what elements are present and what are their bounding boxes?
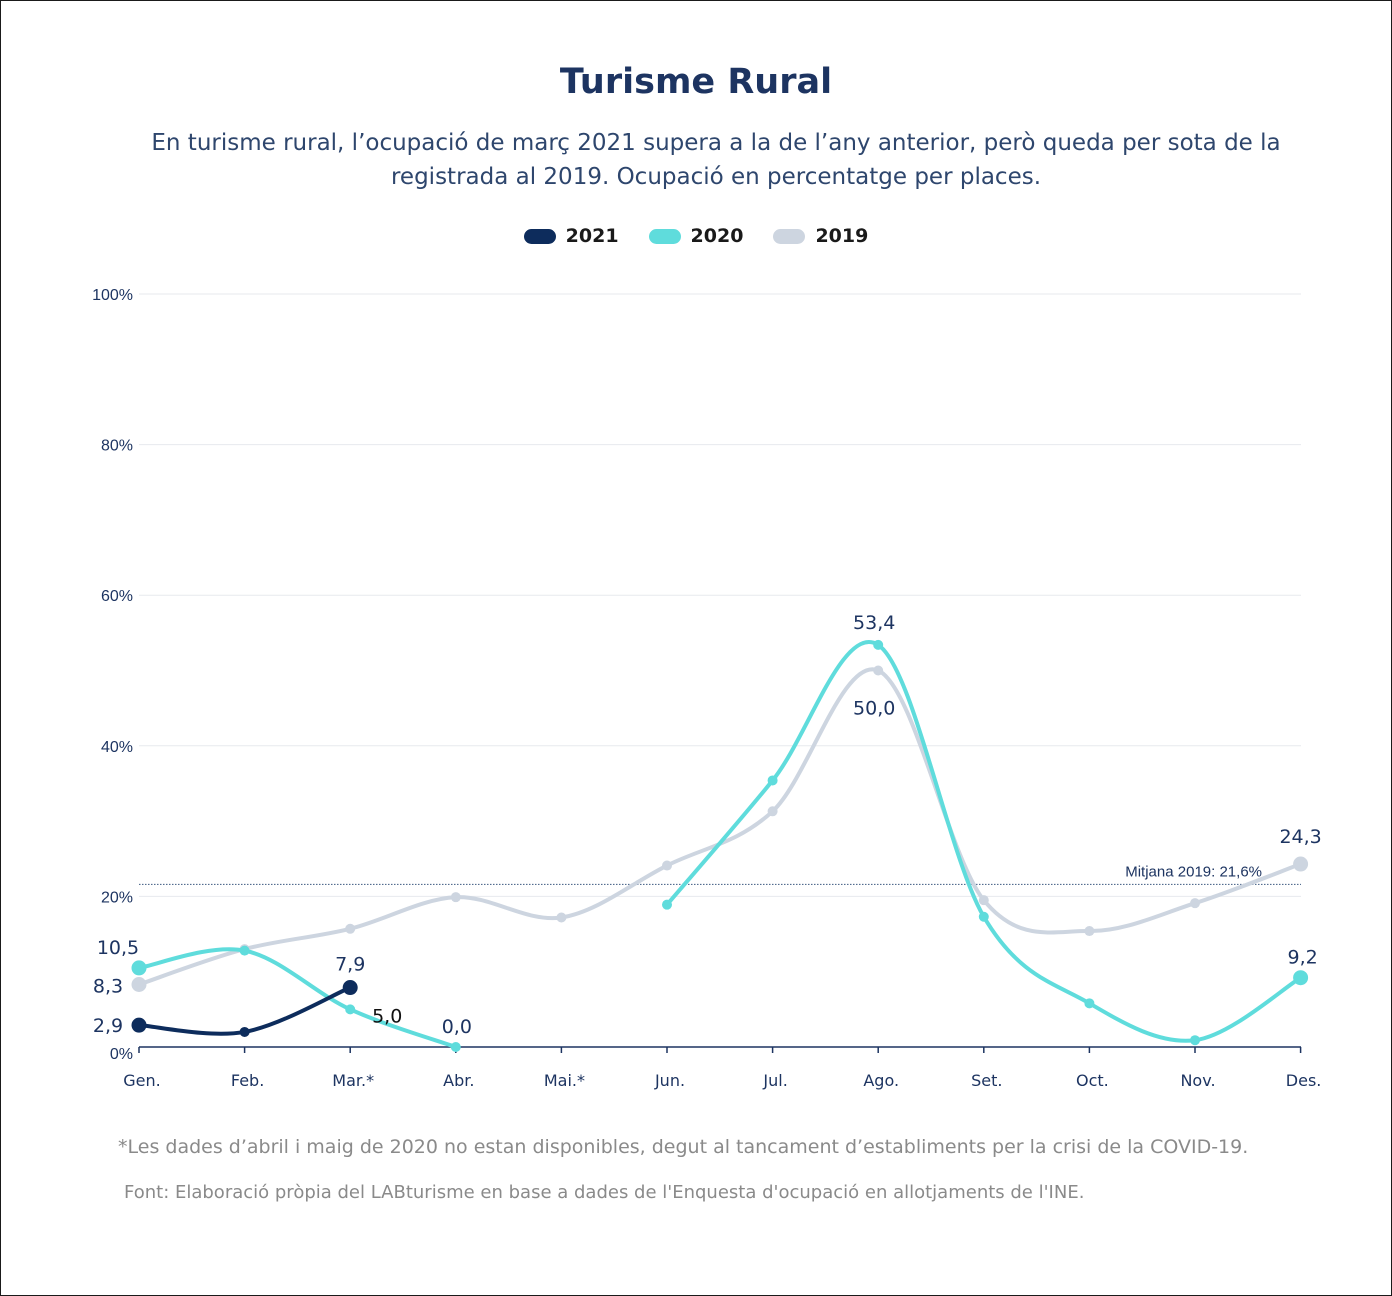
- data-label: 7,9: [335, 954, 365, 976]
- legend-item-2019[interactable]: 2019: [773, 225, 868, 247]
- legend-item-2020[interactable]: 2020: [648, 225, 744, 247]
- data-point-2021: [342, 980, 358, 996]
- data-point-2021: [239, 1026, 250, 1037]
- series-line-2019: [137, 667, 1303, 987]
- x-tick-label: Jul.: [762, 1071, 787, 1090]
- data-label: 0,0: [442, 1016, 472, 1038]
- series-line-2020: [137, 947, 458, 1049]
- data-point-2019: [978, 895, 989, 906]
- data-point-2020: [873, 639, 884, 650]
- data-point-2019: [662, 860, 672, 871]
- x-tick-label: Ago.: [863, 1071, 899, 1090]
- data-point-2020: [1293, 970, 1309, 986]
- data-point-2020: [662, 899, 672, 910]
- x-tick-label: Jun.: [654, 1071, 685, 1090]
- data-point-2020: [978, 911, 989, 922]
- data-label: 24,3: [1279, 826, 1321, 848]
- x-tick-label: Mar.*: [332, 1071, 374, 1090]
- data-point-2019: [767, 806, 778, 817]
- x-tick-label: Abr.: [443, 1071, 474, 1090]
- y-tick-label: 40%: [101, 739, 133, 756]
- data-point-2020: [1084, 998, 1095, 1009]
- data-label: 8,3: [93, 976, 123, 998]
- data-point-2020: [450, 1042, 461, 1052]
- data-point-2019: [1293, 856, 1309, 872]
- data-point-2020: [345, 1004, 356, 1015]
- data-label: 9,2: [1287, 947, 1317, 969]
- x-tick-label: Feb.: [231, 1071, 264, 1090]
- data-label: 2,9: [93, 1015, 123, 1037]
- legend: 2021 2020 2019: [0, 225, 1392, 247]
- chart-title: Turisme Rural: [559, 62, 833, 102]
- data-point-2019: [131, 977, 147, 993]
- reference-line-label: Mitjana 2019: 21,6%: [1125, 863, 1262, 880]
- data-label: 10,5: [97, 937, 139, 959]
- legend-item-2021[interactable]: 2021: [523, 225, 619, 247]
- data-point-2020: [239, 945, 250, 956]
- x-tick-label: Des.: [1286, 1071, 1322, 1090]
- series-line-2021: [137, 985, 353, 1036]
- y-tick-label: 60%: [101, 588, 133, 605]
- x-tick-label: Set.: [971, 1071, 1002, 1090]
- data-point-2020: [767, 775, 778, 786]
- data-point-2020: [131, 960, 147, 976]
- data-label: 50,0: [853, 698, 895, 720]
- x-tick-label: Mai.*: [544, 1071, 585, 1090]
- data-label: 53,4: [853, 612, 895, 634]
- data-point-2019: [1190, 898, 1200, 909]
- x-tick-label: Gen.: [123, 1071, 160, 1090]
- data-point-2019: [450, 892, 461, 903]
- legend-swatch-2021: [523, 228, 556, 244]
- data-point-2019: [1084, 926, 1095, 937]
- data-point-2019: [556, 912, 567, 923]
- data-point-2019: [345, 923, 356, 934]
- legend-label-2021: 2021: [565, 225, 619, 247]
- data-point-2019: [873, 665, 884, 676]
- legend-swatch-2019: [773, 228, 806, 244]
- series-line-2020: [665, 640, 1303, 1043]
- data-point-2020: [1190, 1035, 1200, 1046]
- y-tick-label: 100%: [92, 287, 133, 304]
- legend-label-2020: 2020: [690, 225, 744, 247]
- chart-subtitle: En turisme rural, l’ocupació de març 202…: [151, 130, 1281, 190]
- x-tick-label: Oct.: [1076, 1071, 1109, 1090]
- y-tick-label: 80%: [101, 438, 133, 455]
- data-point-2021: [131, 1017, 147, 1033]
- x-tick-label: Nov.: [1180, 1071, 1215, 1090]
- legend-label-2019: 2019: [815, 225, 869, 247]
- chart-source: Font: Elaboració pròpia del LABturisme e…: [124, 1182, 1085, 1203]
- chart-note: *Les dades d’abril i maig de 2020 no est…: [118, 1136, 1249, 1158]
- y-tick-label: 20%: [101, 889, 133, 906]
- data-label: 5,0: [372, 1005, 402, 1027]
- y-tick-label: 0%: [110, 1046, 133, 1063]
- legend-swatch-2020: [648, 228, 681, 244]
